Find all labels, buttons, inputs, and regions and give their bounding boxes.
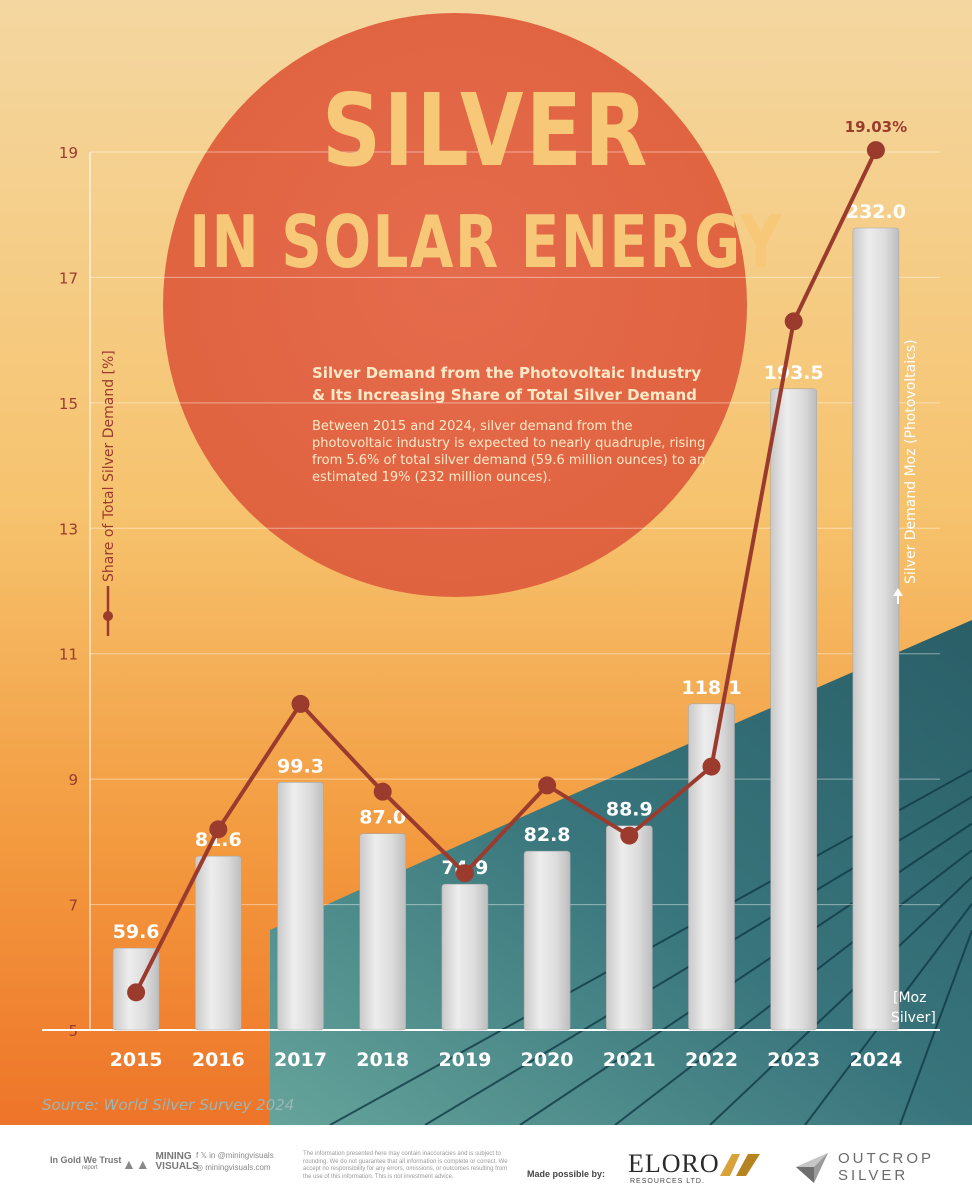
made-possible-by: Made possible by:: [527, 1169, 606, 1179]
line-point-2024: [866, 141, 885, 160]
line-point-2020: [538, 776, 557, 795]
website-link[interactable]: miningvisuals.com: [205, 1163, 271, 1172]
x-tick-label: 2017: [274, 1049, 327, 1071]
line-point-2018: [373, 782, 392, 801]
eloro-mark-icon: [720, 1152, 762, 1183]
bar-value-label: 59.6: [113, 921, 160, 943]
y-tick-label: 7: [68, 897, 78, 915]
y-tick-label: 19: [59, 144, 78, 162]
outcrop-silver-logo[interactable]: OUTCROP SILVER: [838, 1150, 934, 1184]
sun-circle: [163, 13, 747, 597]
line-point-2021: [620, 826, 639, 845]
x-tick-label: 2015: [110, 1049, 163, 1071]
bar-value-labels: 59.681.699.387.074.982.888.9118.1193.523…: [113, 201, 906, 943]
chart-heading-line2: & Its Increasing Share of Total Silver D…: [312, 386, 697, 404]
solar-panel-line: [899, 930, 972, 1125]
source-note: Source: World Silver Survey 2024: [42, 1096, 295, 1114]
bar-2016: [195, 855, 242, 1031]
line-point-2016: [209, 820, 228, 839]
x-tick-label: 2022: [685, 1049, 738, 1071]
line-point-2023: [784, 312, 803, 331]
social-handle: @miningvisuals: [217, 1151, 274, 1160]
social-links[interactable]: f 𝕏 in @miningvisuals ◎ miningvisuals.co…: [196, 1150, 274, 1174]
page-subtitle: IN SOLAR ENERGY: [189, 200, 783, 284]
social-icons: f 𝕏 in: [196, 1151, 218, 1160]
y-tick-label: 15: [59, 395, 78, 413]
line-point-2017: [291, 694, 310, 713]
bar-value-label: 87.0: [359, 807, 406, 829]
unit-label-line1: [Moz: [893, 990, 926, 1006]
bar-value-label: 99.3: [277, 755, 324, 777]
left-axis-label-group: Share of Total Silver Demand [%]: [101, 350, 117, 636]
bar-2023: [770, 388, 818, 1031]
chart-heading-line1: Silver Demand from the Photovoltaic Indu…: [312, 364, 702, 382]
solar-panel-line: [709, 876, 972, 1125]
x-tick-label: 2019: [438, 1049, 491, 1071]
bar-series: [112, 227, 900, 1031]
mining-visuals-mark-icon: ▲▲: [122, 1156, 150, 1172]
bar-2022: [688, 703, 735, 1031]
chart-description: Between 2015 and 2024, silver demand fro…: [312, 419, 706, 485]
unit-label-line2: Silver]: [891, 1010, 936, 1026]
eloro-logo-subtext: RESOURCES LTD.: [630, 1178, 705, 1185]
bar-2017: [277, 781, 324, 1031]
bar-2024: [852, 227, 900, 1031]
left-axis-label: Share of Total Silver Demand [%]: [101, 350, 117, 582]
bar-2021: [605, 825, 653, 1031]
in-gold-we-trust-logo[interactable]: In Gold We Trust report: [50, 1155, 121, 1171]
line-series: [127, 141, 885, 1002]
in-gold-we-trust-text: In Gold We Trust: [50, 1155, 122, 1165]
globe-icon: ◎: [196, 1163, 206, 1172]
bar-2020: [523, 850, 571, 1031]
right-axis-label: Silver Demand Moz (Photovoltaics): [903, 339, 919, 584]
line-point-2022: [702, 757, 721, 776]
right-axis-label-group: Silver Demand Moz (Photovoltaics): [893, 339, 919, 604]
chart-heading: Silver Demand from the Photovoltaic Indu…: [312, 362, 702, 406]
y-tick-label: 9: [68, 771, 78, 789]
x-axis-tick-labels: 2015 2016 2017 2018 2019 2020 2021 2022 2023 2024: [110, 1049, 903, 1071]
bar-value-label: 82.8: [524, 824, 571, 846]
disclaimer-text: The information presented here may conta…: [303, 1151, 508, 1180]
x-tick-label: 2018: [356, 1049, 409, 1071]
bar-value-label: 193.5: [764, 362, 824, 384]
x-tick-label: 2016: [192, 1049, 245, 1071]
bar-2019: [441, 883, 489, 1031]
outcrop-line1: OUTCROP: [838, 1150, 934, 1167]
up-arrow-icon: [893, 588, 903, 596]
line-point-2015: [127, 983, 146, 1002]
footer: In Gold We Trust report ▲▲ MINING VISUAL…: [0, 1125, 972, 1200]
page-title: SILVER: [322, 72, 650, 189]
bar-value-label: 88.9: [606, 799, 653, 821]
infographic-canvas: 5791113151719 59.681.699.387.074.982.888…: [0, 0, 972, 1125]
share-line: [134, 149, 878, 994]
bar-2018: [359, 833, 407, 1031]
x-tick-label: 2024: [849, 1049, 902, 1071]
bar-value-label: 232.0: [846, 201, 906, 223]
mining-visuals-logo[interactable]: ▲▲ MINING VISUALS: [122, 1152, 202, 1172]
line-point-2019: [455, 864, 474, 883]
in-gold-we-trust-sub: report: [82, 1165, 98, 1171]
x-tick-label: 2023: [767, 1049, 820, 1071]
y-tick-label: 17: [59, 269, 78, 287]
bar-value-label: 81.6: [195, 829, 242, 851]
bar-value-label: 118.1: [681, 677, 741, 699]
x-tick-label: 2021: [603, 1049, 656, 1071]
y-tick-label: 11: [59, 646, 78, 664]
left-axis-legend-marker: [103, 611, 113, 621]
mining-visuals-text: MINING VISUALS: [155, 1151, 199, 1172]
outcrop-line2: SILVER: [838, 1167, 909, 1184]
outcrop-mark-icon: [792, 1147, 832, 1192]
eloro-logo-text[interactable]: ELORO: [628, 1149, 720, 1178]
x-tick-label: 2020: [521, 1049, 574, 1071]
line-end-value-label: 19.03%: [845, 118, 907, 136]
y-tick-label: 13: [59, 520, 78, 538]
